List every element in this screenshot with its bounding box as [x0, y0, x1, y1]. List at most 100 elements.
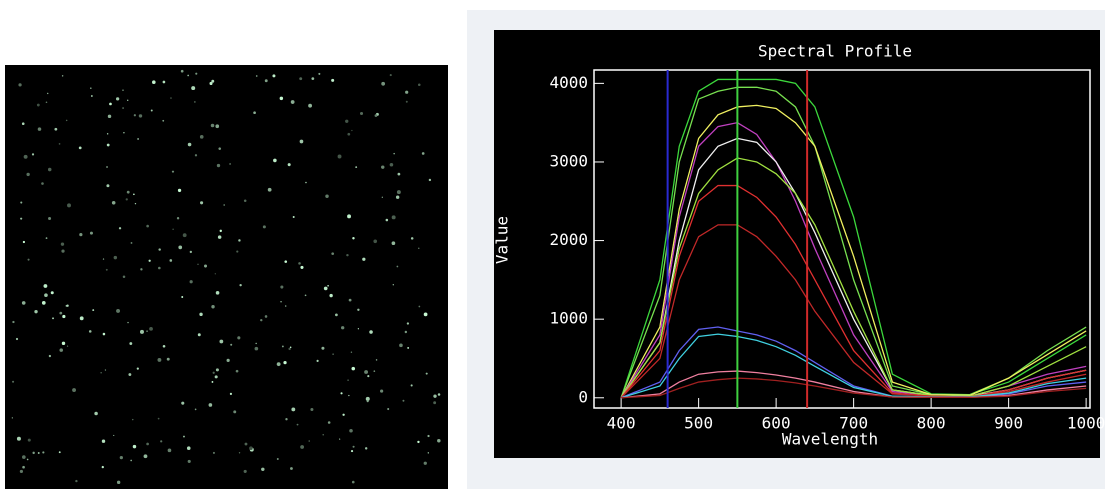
- star: [244, 442, 248, 446]
- star: [48, 354, 52, 358]
- y-tick-label: 1000: [549, 309, 588, 328]
- star: [427, 452, 429, 454]
- star: [375, 359, 378, 361]
- star: [170, 97, 172, 99]
- star: [129, 342, 133, 345]
- chart-title: Spectral Profile: [758, 42, 912, 61]
- star: [396, 190, 401, 194]
- star: [316, 359, 319, 362]
- star: [352, 237, 355, 240]
- star: [133, 193, 135, 196]
- star: [146, 442, 149, 446]
- star: [211, 79, 215, 83]
- star: [276, 362, 281, 367]
- star: [137, 138, 139, 140]
- star: [189, 250, 193, 254]
- spectrum-line: [620, 78, 1087, 398]
- star: [284, 305, 287, 307]
- x-tick-label: 1000: [1067, 414, 1105, 433]
- star: [52, 317, 54, 320]
- star: [123, 132, 125, 134]
- star: [22, 455, 26, 459]
- star: [187, 459, 191, 463]
- star: [178, 245, 183, 250]
- star: [352, 445, 355, 448]
- star: [437, 393, 441, 396]
- star: [292, 215, 295, 218]
- star: [125, 198, 128, 201]
- star: [37, 127, 42, 131]
- star: [79, 233, 83, 237]
- star: [171, 170, 175, 173]
- star: [406, 322, 410, 325]
- star: [58, 451, 61, 454]
- star: [158, 266, 161, 270]
- star: [218, 147, 222, 150]
- star: [289, 346, 292, 349]
- star: [11, 417, 13, 419]
- star: [31, 153, 35, 156]
- star: [41, 300, 46, 305]
- star: [255, 342, 257, 345]
- star: [290, 100, 295, 104]
- star: [162, 119, 165, 122]
- star: [264, 315, 268, 318]
- star: [219, 339, 224, 344]
- star: [143, 454, 148, 459]
- star: [391, 215, 396, 220]
- star: [350, 450, 354, 453]
- star: [243, 469, 247, 473]
- star: [172, 228, 174, 230]
- star: [405, 100, 408, 103]
- star: [41, 182, 44, 185]
- star: [152, 80, 156, 85]
- star: [181, 296, 184, 298]
- star: [214, 273, 216, 275]
- star: [166, 357, 170, 361]
- star: [323, 286, 328, 291]
- star: [253, 111, 256, 115]
- star: [229, 163, 231, 165]
- star: [243, 199, 247, 203]
- star: [410, 384, 413, 387]
- star: [130, 242, 133, 244]
- star: [45, 237, 48, 240]
- star: [72, 388, 76, 392]
- star: [348, 298, 352, 302]
- star: [199, 312, 203, 317]
- star: [127, 99, 129, 101]
- star: [276, 457, 279, 460]
- star: [26, 172, 30, 177]
- star: [122, 275, 126, 279]
- star: [298, 262, 301, 265]
- star: [308, 103, 312, 108]
- star: [204, 264, 208, 268]
- star: [106, 133, 109, 135]
- star: [116, 480, 121, 485]
- star: [262, 225, 266, 229]
- star: [417, 440, 420, 444]
- star: [233, 410, 237, 414]
- star: [106, 184, 110, 188]
- star: [21, 122, 25, 126]
- star: [19, 469, 24, 474]
- star: [393, 152, 395, 155]
- star: [287, 163, 291, 167]
- star: [342, 413, 345, 416]
- star: [101, 465, 104, 469]
- star: [325, 194, 329, 199]
- star: [212, 451, 215, 454]
- star: [332, 353, 334, 355]
- star: [102, 258, 105, 260]
- star: [149, 326, 153, 331]
- star: [199, 135, 204, 139]
- star: [391, 241, 396, 246]
- star: [27, 438, 31, 442]
- star: [50, 291, 54, 295]
- star: [335, 313, 338, 317]
- star: [387, 408, 390, 411]
- star: [211, 381, 214, 383]
- star: [61, 341, 66, 346]
- star: [255, 75, 258, 77]
- star: [217, 235, 222, 239]
